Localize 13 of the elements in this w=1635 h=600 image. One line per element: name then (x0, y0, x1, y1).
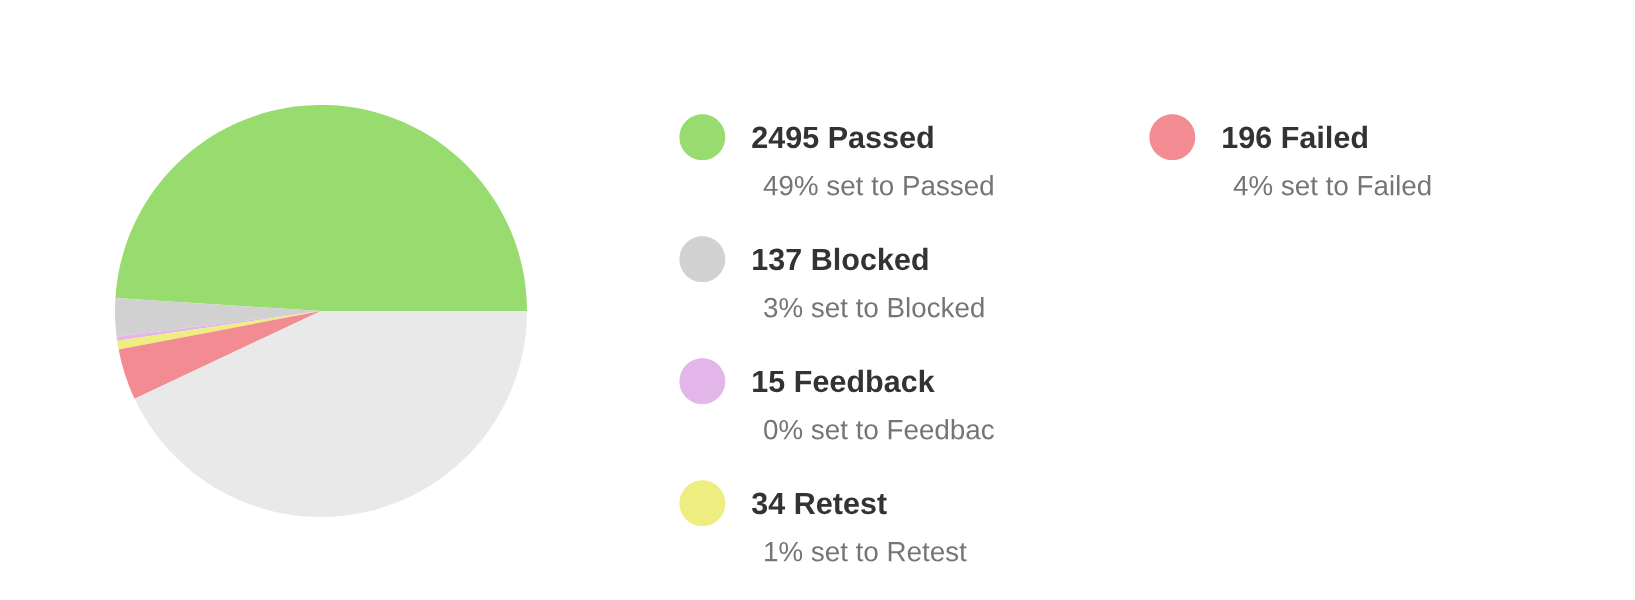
legend-label: 196 Failed (1223, 125, 1367, 149)
legend-label: 15 Feedback (753, 369, 935, 393)
pie-slice (118, 311, 321, 399)
legend-label: 34 Retest (751, 492, 887, 515)
text: 49% set to Passed (763, 175, 993, 196)
legend-label: 137 Blocked (753, 247, 928, 271)
text: 1% set to Retest (765, 541, 967, 562)
pie-slice (134, 311, 527, 517)
text: 0% set to Feedbac (764, 419, 994, 440)
legend-label: 2495 Passed (752, 125, 933, 149)
pie-slice (115, 105, 527, 311)
text: 3% set to Blocked (764, 297, 984, 318)
text: 4% set to Failed (1233, 175, 1431, 196)
